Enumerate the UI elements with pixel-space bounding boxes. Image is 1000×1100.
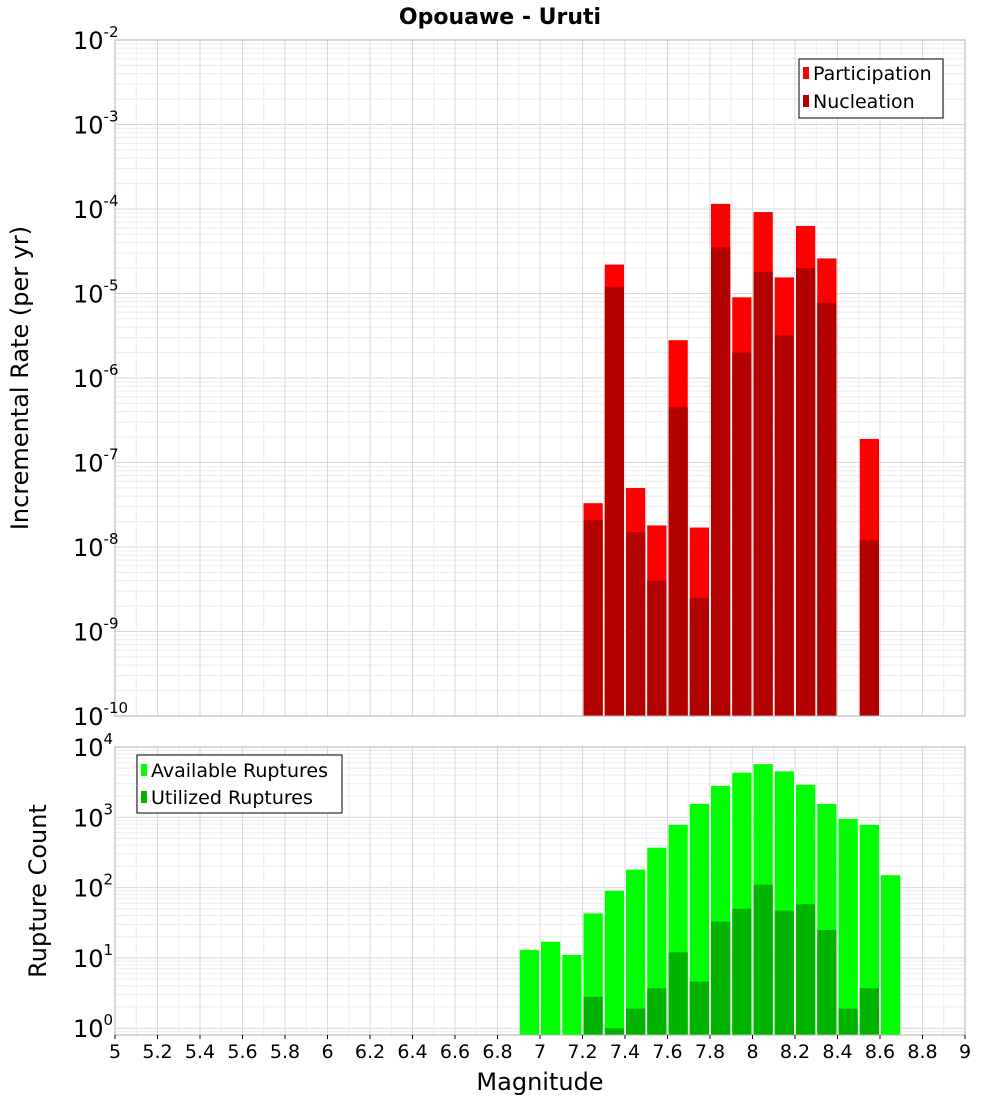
top-y-tick-label: 10-8 bbox=[73, 530, 119, 562]
top-bar-nucleation bbox=[604, 286, 624, 716]
bottom-bar-utilized-ruptures bbox=[753, 884, 773, 1035]
top-bar-nucleation bbox=[583, 519, 603, 716]
top-bar-nucleation bbox=[732, 352, 752, 716]
top-bar-nucleation bbox=[753, 271, 773, 716]
x-tick-label: 6.8 bbox=[482, 1041, 512, 1063]
top-bar-nucleation bbox=[626, 532, 646, 716]
top-bar-nucleation bbox=[711, 247, 731, 716]
x-tick-label: 7.8 bbox=[695, 1041, 725, 1063]
x-tick-label: 7.2 bbox=[567, 1041, 597, 1063]
bottom-bar-available-ruptures bbox=[859, 824, 879, 1035]
top-y-tick-label: 10-7 bbox=[73, 446, 119, 478]
legend-label-nucleation: Nucleation bbox=[813, 91, 915, 113]
x-tick-label: 8.8 bbox=[907, 1041, 937, 1063]
bottom-bar-utilized-ruptures bbox=[796, 904, 816, 1035]
legend-swatch-utilized bbox=[141, 791, 147, 803]
bottom-y-tick-label: 102 bbox=[73, 871, 113, 903]
legend-swatch-participation bbox=[803, 67, 809, 79]
top-y-tick-label: 10-6 bbox=[73, 361, 119, 393]
bottom-panel: 104 103 102 101 100 5 5.2 5.4 5.6 5.8 6 6.2 6.4 6.6 6… bbox=[24, 730, 971, 1096]
legend-label-utilized: Utilized Ruptures bbox=[151, 787, 313, 809]
x-axis-label: Magnitude bbox=[476, 1068, 603, 1096]
bottom-bar-available-ruptures bbox=[838, 818, 858, 1035]
x-tick-label: 5.8 bbox=[270, 1041, 300, 1063]
legend-swatch-available bbox=[141, 764, 147, 776]
bottom-bar-utilized-ruptures bbox=[711, 921, 731, 1035]
top-bar-nucleation bbox=[774, 335, 794, 716]
bottom-bar-available-ruptures bbox=[562, 954, 582, 1035]
bottom-x-ticks: 5 5.2 5.4 5.6 5.8 6 6.2 6.4 6.6 6.8 7 7.2 7.4 7.6 7.8 8… bbox=[109, 1035, 971, 1063]
x-tick-label: 7 bbox=[534, 1041, 546, 1063]
chart-title: Opouawe - Uruti bbox=[399, 5, 601, 30]
legend-label-available: Available Ruptures bbox=[151, 760, 328, 782]
bottom-legend-box bbox=[136, 754, 343, 814]
bottom-bar-available-ruptures bbox=[647, 847, 667, 1035]
bottom-y-tick-label: 100 bbox=[73, 1011, 113, 1043]
top-bar-nucleation bbox=[689, 597, 709, 716]
top-y-tick-label: 10-9 bbox=[73, 615, 119, 647]
bottom-bar-utilized-ruptures bbox=[604, 1028, 624, 1035]
top-bars bbox=[583, 203, 879, 716]
top-y-ticks: 10-2 10-3 10-4 10-5 10-6 10-7 10-8 10-9 10-10 bbox=[73, 23, 128, 731]
bottom-bar-utilized-ruptures bbox=[774, 910, 794, 1035]
top-y-tick-label: 10-2 bbox=[73, 23, 119, 55]
bottom-bar-available-ruptures bbox=[541, 941, 561, 1035]
bottom-y-tick-label: 101 bbox=[73, 941, 113, 973]
top-y-axis-label: Incremental Rate (per yr) bbox=[6, 226, 34, 530]
legend-swatch-nucleation bbox=[803, 95, 809, 107]
x-tick-label: 9 bbox=[959, 1041, 971, 1063]
top-bar-nucleation bbox=[668, 407, 688, 716]
bottom-bar-utilized-ruptures bbox=[583, 996, 603, 1035]
bottom-bar-available-ruptures bbox=[689, 803, 709, 1035]
x-tick-label: 8.4 bbox=[822, 1041, 852, 1063]
bottom-legend: Available Ruptures Utilized Ruptures bbox=[136, 754, 343, 814]
top-legend-box bbox=[798, 58, 944, 119]
bottom-y-tick-label: 104 bbox=[73, 730, 113, 762]
top-plot-frame bbox=[114, 39, 966, 717]
x-tick-label: 7.6 bbox=[652, 1041, 682, 1063]
bottom-bar-available-ruptures bbox=[519, 949, 539, 1035]
bottom-bar-available-ruptures bbox=[626, 869, 646, 1035]
bottom-y-ticks: 104 103 102 101 100 bbox=[73, 730, 113, 1043]
x-tick-label: 5 bbox=[109, 1041, 121, 1063]
top-bar-nucleation bbox=[647, 580, 667, 716]
bottom-bar-utilized-ruptures bbox=[732, 908, 752, 1035]
top-bar-nucleation bbox=[859, 540, 879, 716]
bottom-bar-available-ruptures bbox=[881, 875, 901, 1035]
bottom-bar-utilized-ruptures bbox=[647, 988, 667, 1035]
x-tick-label: 7.4 bbox=[610, 1041, 640, 1063]
x-tick-label: 8.2 bbox=[780, 1041, 810, 1063]
bottom-y-axis-label: Rupture Count bbox=[24, 804, 52, 978]
bottom-bar-utilized-ruptures bbox=[859, 988, 879, 1035]
top-y-tick-label: 10-5 bbox=[73, 277, 119, 309]
x-tick-label: 8.6 bbox=[865, 1041, 895, 1063]
top-grid bbox=[114, 39, 966, 717]
x-tick-label: 6.4 bbox=[397, 1041, 427, 1063]
bottom-bar-utilized-ruptures bbox=[689, 981, 709, 1035]
bottom-bar-utilized-ruptures bbox=[668, 952, 688, 1035]
bottom-bar-utilized-ruptures bbox=[626, 1008, 646, 1035]
top-y-tick-label: 10-4 bbox=[73, 192, 119, 224]
bottom-bar-available-ruptures bbox=[604, 890, 624, 1035]
top-panel: 10-2 10-3 10-4 10-5 10-6 10-7 10-8 10-9 10-10 In… bbox=[6, 23, 966, 731]
x-tick-label: 6.2 bbox=[355, 1041, 385, 1063]
top-y-tick-label: 10-10 bbox=[73, 699, 128, 731]
top-y-tick-label: 10-3 bbox=[73, 108, 119, 140]
top-legend: Participation Nucleation bbox=[798, 58, 944, 119]
top-bar-nucleation bbox=[817, 302, 837, 716]
x-tick-label: 6.6 bbox=[440, 1041, 470, 1063]
bottom-bar-utilized-ruptures bbox=[817, 929, 837, 1035]
x-tick-label: 5.2 bbox=[142, 1041, 172, 1063]
bottom-bar-utilized-ruptures bbox=[838, 1008, 858, 1035]
bottom-y-tick-label: 103 bbox=[73, 800, 113, 832]
legend-label-participation: Participation bbox=[813, 63, 932, 85]
top-bar-nucleation bbox=[796, 268, 816, 716]
x-tick-label: 8 bbox=[746, 1041, 758, 1063]
bottom-bars bbox=[519, 764, 901, 1035]
x-tick-label: 5.6 bbox=[227, 1041, 257, 1063]
x-tick-label: 6 bbox=[321, 1041, 333, 1063]
x-tick-label: 5.4 bbox=[185, 1041, 215, 1063]
